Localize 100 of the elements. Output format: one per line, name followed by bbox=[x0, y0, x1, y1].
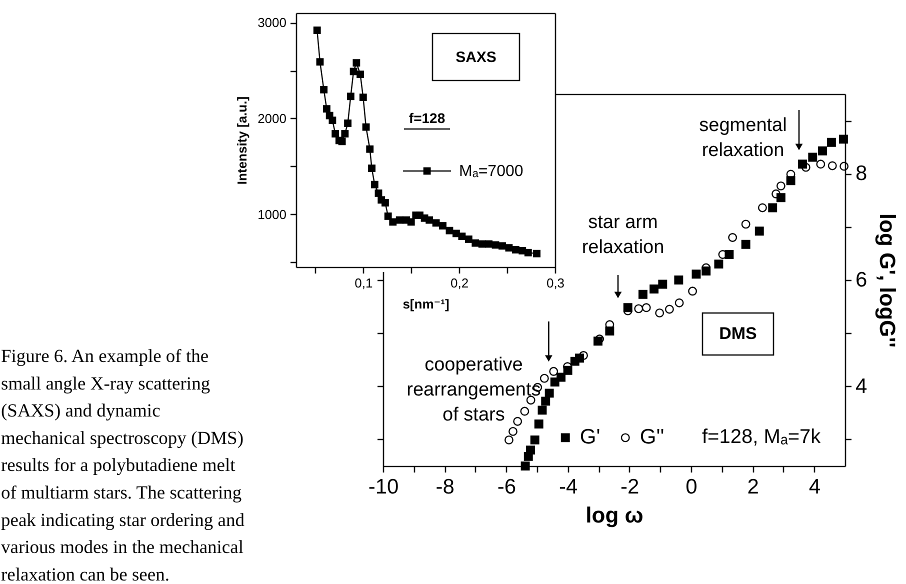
point bbox=[840, 162, 849, 171]
y-tick-label: 3000 bbox=[258, 15, 286, 30]
point bbox=[356, 70, 364, 78]
point bbox=[540, 374, 549, 383]
annotation: SAXS bbox=[456, 49, 496, 66]
point bbox=[368, 164, 376, 172]
point bbox=[485, 240, 493, 248]
point bbox=[505, 244, 513, 252]
point bbox=[768, 203, 778, 212]
x-tick-label: 0,2 bbox=[450, 276, 469, 290]
point bbox=[407, 218, 415, 226]
point bbox=[439, 222, 446, 230]
point bbox=[741, 220, 750, 229]
y-axis-title: Intensity [a.u.] bbox=[234, 96, 250, 185]
point bbox=[549, 366, 558, 376]
point bbox=[316, 58, 324, 66]
x-tick-label: 2 bbox=[747, 476, 759, 498]
point bbox=[366, 145, 374, 153]
point bbox=[504, 435, 514, 444]
point bbox=[579, 351, 588, 360]
y-axis-title: log G', logG'' bbox=[875, 213, 900, 348]
point bbox=[498, 242, 506, 250]
text: Figure 6. An example of the small angle X-ray scattering (SAXS) and dynamic mechanical spectroscopy (DMS) results for a polybutadiene melt of multiarm stars. The scattering peak indicating star ordering and various modes in the mechanical relaxation can be seen. bbox=[1, 347, 244, 584]
point bbox=[826, 138, 836, 147]
point bbox=[362, 123, 370, 131]
point bbox=[818, 146, 827, 156]
point bbox=[320, 86, 328, 94]
point bbox=[658, 280, 668, 289]
point bbox=[512, 246, 520, 254]
legend-label: Mₐ=7000 bbox=[459, 162, 524, 180]
point bbox=[432, 219, 440, 227]
legend-label: G'' bbox=[640, 426, 664, 449]
point bbox=[664, 304, 674, 314]
point bbox=[352, 59, 360, 67]
point bbox=[838, 134, 848, 144]
point bbox=[533, 250, 540, 258]
annotation: f=128 bbox=[408, 110, 446, 126]
annotation: cooperative rearrangements of stars bbox=[406, 354, 541, 426]
point bbox=[313, 26, 321, 34]
point bbox=[344, 120, 352, 127]
point bbox=[520, 406, 530, 416]
point bbox=[464, 235, 472, 243]
point bbox=[728, 233, 738, 242]
x-tick-label: 0,1 bbox=[354, 276, 373, 290]
point bbox=[426, 216, 434, 224]
point bbox=[341, 130, 349, 138]
point bbox=[828, 161, 837, 170]
point bbox=[446, 226, 454, 234]
point bbox=[322, 105, 330, 113]
legend-label: G' bbox=[580, 426, 600, 449]
point bbox=[370, 180, 378, 188]
point bbox=[741, 240, 750, 249]
point bbox=[520, 462, 530, 470]
point bbox=[776, 181, 786, 190]
point bbox=[328, 116, 336, 124]
point bbox=[538, 406, 547, 415]
point bbox=[801, 162, 810, 172]
point bbox=[472, 239, 480, 247]
annotation: segmental relaxation bbox=[699, 115, 787, 161]
point bbox=[674, 276, 684, 284]
x-axis-title: s[nm⁻¹] bbox=[402, 296, 450, 312]
y-tick-label: 4 bbox=[856, 374, 868, 398]
x-tick-label: -6 bbox=[497, 476, 516, 498]
point bbox=[332, 130, 340, 138]
x-tick-label: -4 bbox=[558, 476, 578, 498]
point bbox=[492, 241, 500, 249]
point bbox=[754, 226, 764, 236]
annotation: star arm relaxation bbox=[582, 212, 664, 258]
point bbox=[382, 199, 389, 206]
point bbox=[526, 446, 536, 455]
x-tick-label: -2 bbox=[620, 476, 640, 498]
point bbox=[642, 303, 651, 312]
point bbox=[513, 416, 522, 426]
x-tick-label: -10 bbox=[368, 476, 399, 498]
y-tick-label: 8 bbox=[856, 162, 868, 186]
point bbox=[808, 152, 818, 162]
annotation: DMS bbox=[719, 324, 757, 343]
point bbox=[389, 218, 397, 226]
point bbox=[458, 232, 466, 240]
point bbox=[688, 286, 698, 296]
x-tick-label: -8 bbox=[436, 476, 454, 498]
point bbox=[674, 298, 684, 308]
point bbox=[541, 396, 550, 406]
point bbox=[655, 308, 664, 318]
y-tick-label: 2000 bbox=[258, 110, 286, 126]
point bbox=[359, 94, 367, 102]
x-tick-label: 4 bbox=[808, 476, 821, 498]
point bbox=[338, 138, 346, 146]
point bbox=[524, 248, 532, 256]
point bbox=[534, 420, 544, 428]
x-axis-title: log ω bbox=[586, 502, 644, 528]
point bbox=[346, 92, 354, 100]
point bbox=[758, 203, 767, 212]
annotation: f=128, Mₐ=7k bbox=[702, 426, 822, 448]
point bbox=[556, 372, 566, 382]
point bbox=[508, 426, 518, 436]
x-tick-label: 0 bbox=[686, 476, 698, 498]
point bbox=[714, 260, 724, 269]
point bbox=[638, 290, 648, 299]
point bbox=[692, 270, 701, 279]
